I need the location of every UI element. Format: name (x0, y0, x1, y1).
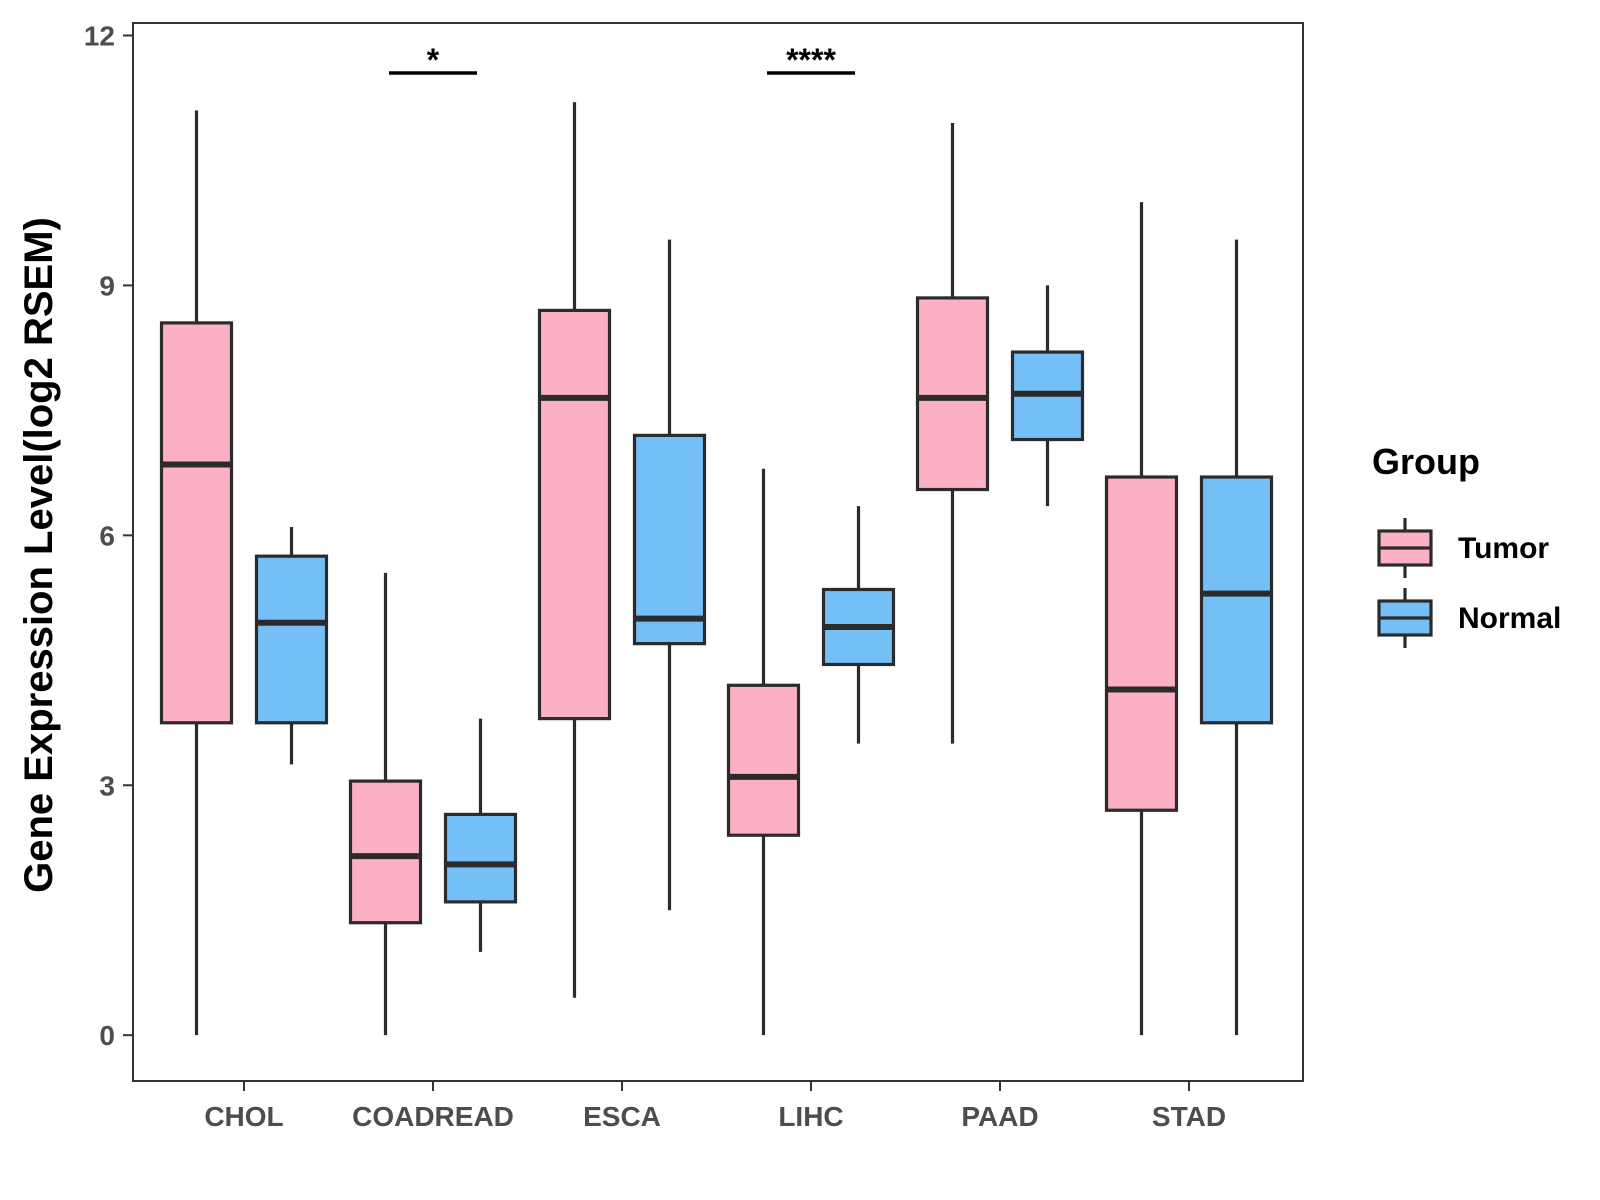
box-normal-lihc (821, 506, 896, 744)
x-tick-label: PAAD (961, 1101, 1038, 1132)
y-tick-label: 9 (99, 270, 115, 301)
box-body (1104, 475, 1179, 812)
box-normal-chol (254, 527, 329, 765)
box-tumor-paad (915, 122, 990, 744)
significance-coadread: * (389, 42, 477, 78)
box-tumor-chol (159, 110, 234, 1036)
box-tumor-esca (537, 102, 612, 998)
box-tumor-lihc (726, 468, 801, 1036)
box-body (159, 321, 234, 725)
legend-entry-normal: Normal (1377, 588, 1561, 648)
legend-label: Tumor (1458, 532, 1549, 565)
box-body (632, 433, 707, 646)
significance-label: * (427, 42, 440, 78)
significance-lihc: **** (767, 42, 855, 78)
box-tumor-coadread (348, 572, 423, 1036)
legend: Group Tumor Normal (1372, 441, 1561, 648)
x-tick-label: LIHC (778, 1101, 843, 1132)
box-body (726, 683, 801, 837)
x-axis: CHOL COADREAD ESCA LIHC PAAD STAD (204, 1081, 1226, 1132)
box-tumor-stad (1104, 202, 1179, 1036)
box-body (254, 554, 329, 725)
y-tick-label: 12 (84, 20, 115, 51)
plot-panel-border (132, 22, 1304, 1082)
y-tick-label: 0 (99, 1020, 115, 1051)
box-normal-stad (1199, 239, 1274, 1036)
box-normal-esca (632, 239, 707, 911)
box-body (348, 779, 423, 925)
box-normal-coadread (443, 718, 518, 952)
x-tick-label: STAD (1152, 1101, 1226, 1132)
legend-title: Group (1372, 441, 1480, 482)
x-tick-label: ESCA (583, 1101, 661, 1132)
legend-label: Normal (1458, 602, 1561, 635)
y-axis-title: Gene Expression Level(log2 RSEM) (17, 217, 61, 893)
x-tick-label: CHOL (204, 1101, 283, 1132)
box-body (1199, 475, 1274, 725)
legend-entry-tumor: Tumor (1377, 518, 1549, 578)
y-tick-label: 6 (99, 520, 115, 551)
box-body (443, 812, 518, 904)
box-normal-paad (1010, 285, 1085, 507)
y-axis: 0 3 6 9 12 (84, 20, 133, 1051)
box-body (915, 296, 990, 492)
x-tick-label: COADREAD (352, 1101, 514, 1132)
y-tick-label: 3 (99, 770, 115, 801)
plot-area: * **** (132, 22, 1304, 1082)
box-body (537, 308, 612, 721)
significance-label: **** (786, 42, 836, 78)
